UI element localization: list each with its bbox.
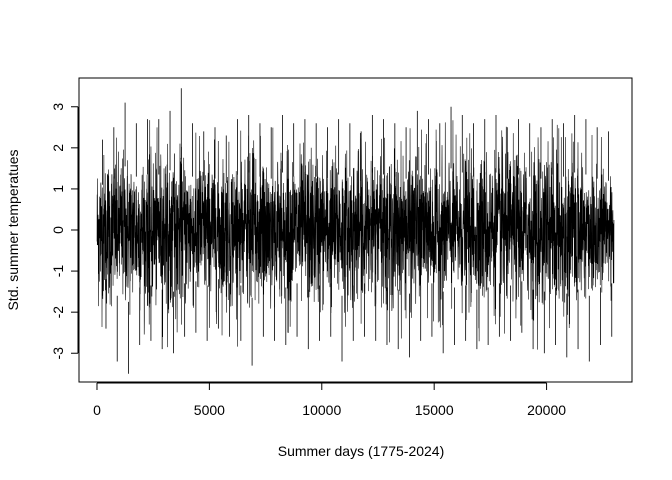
y-tick-label: 1 [50,185,66,193]
x-tick-label: 20000 [527,402,566,418]
y-axis-label: Std. summer temperatues [5,149,21,310]
series-extremes [102,88,613,374]
y-tick-label: 0 [50,226,66,234]
plot-frame [78,77,633,383]
x-axis-label: Summer days (1775-2024) [278,443,445,459]
x-tick-label: 0 [93,402,101,418]
y-tick-label: 2 [50,144,66,152]
y-tick-label: -1 [50,265,66,278]
x-tick-label: 5000 [194,402,225,418]
x-axis: 0 5000 10000 15000 20000 [93,382,566,418]
x-tick-label: 15000 [415,402,454,418]
series-line [96,120,615,350]
series-layer [96,88,615,374]
y-tick-label: -3 [50,347,66,360]
y-axis: -3 -2 -1 0 1 2 3 [50,103,79,360]
y-tick-label: 3 [50,103,66,111]
y-tick-label: -2 [50,306,66,319]
x-tick-label: 10000 [302,402,341,418]
